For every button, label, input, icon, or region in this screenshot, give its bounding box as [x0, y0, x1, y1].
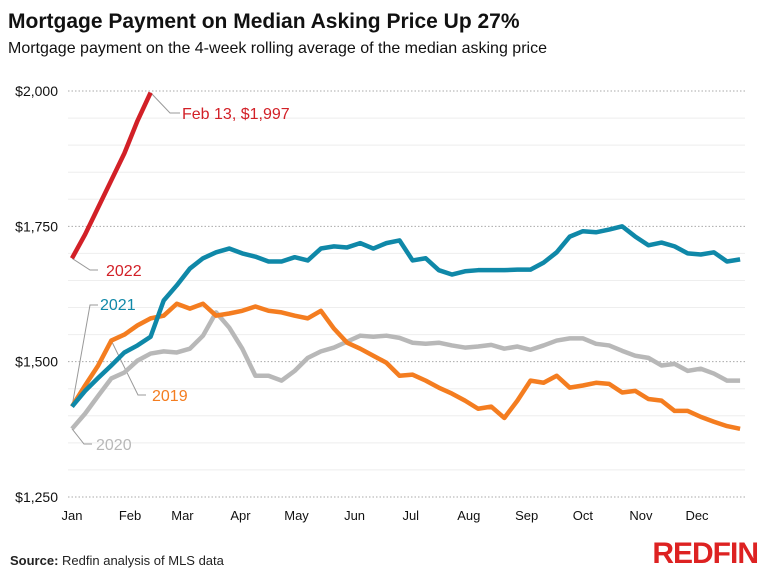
series-line-2022	[70, 91, 153, 260]
y-tick-label: $1,750	[15, 218, 58, 234]
series-line-2021	[70, 224, 741, 409]
x-tick-label: Nov	[629, 508, 653, 523]
source-text: Redfin analysis of MLS data	[58, 553, 224, 568]
x-tick-label: Jan	[62, 508, 83, 523]
y-tick-label: $1,500	[15, 354, 58, 370]
chart-subtitle: Mortgage payment on the 4-week rolling a…	[8, 40, 547, 57]
redfin-logo: REDFIN	[652, 537, 759, 570]
x-tick-label: Dec	[685, 508, 709, 523]
annotation-label: Feb 13, $1,997	[182, 106, 290, 123]
series-line-2020	[70, 310, 741, 431]
x-tick-label: Aug	[457, 508, 480, 523]
y-tick-label: $2,000	[15, 83, 58, 99]
series-line-2019	[70, 301, 741, 431]
chart-title: Mortgage Payment on Median Asking Price …	[8, 10, 520, 33]
label-leader-2022	[71, 257, 98, 271]
x-tick-label: Jul	[402, 508, 419, 523]
label-leader-2020	[71, 428, 92, 445]
series-label-2019: 2019	[152, 388, 188, 405]
x-tick-label: May	[284, 508, 309, 523]
x-tick-label: Oct	[573, 508, 594, 523]
series-label-2022: 2022	[106, 263, 142, 280]
annotation-leader	[150, 92, 180, 114]
series-label-2021: 2021	[100, 297, 136, 314]
label-leader-2021	[71, 304, 98, 407]
x-tick-label: Apr	[230, 508, 251, 523]
y-tick-label: $1,250	[15, 489, 58, 505]
x-tick-label: Jun	[344, 508, 365, 523]
source-label: Source:	[10, 553, 59, 568]
x-tick-label: Feb	[119, 508, 141, 523]
series-label-2020: 2020	[96, 437, 132, 454]
x-tick-label: Mar	[171, 508, 194, 523]
source-note: Source: Redfin analysis of MLS data	[10, 553, 224, 568]
x-tick-label: Sep	[515, 508, 538, 523]
